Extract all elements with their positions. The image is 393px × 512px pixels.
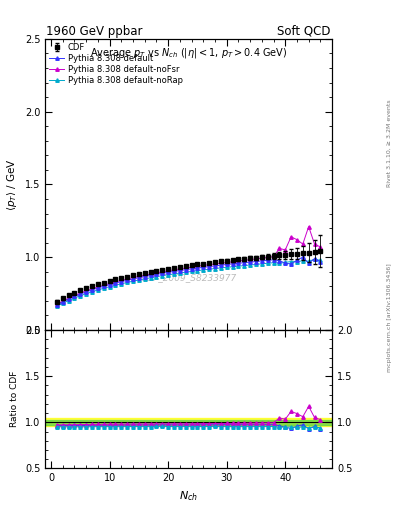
Bar (45, 420, 332, 424)
X-axis label: $N_{ch}$: $N_{ch}$ (179, 489, 198, 503)
Text: Soft QCD: Soft QCD (277, 25, 331, 37)
Text: Rivet 3.1.10, ≥ 3.2M events: Rivet 3.1.10, ≥ 3.2M events (387, 99, 392, 187)
Y-axis label: Ratio to CDF: Ratio to CDF (10, 371, 19, 428)
Bar (45, 418, 332, 426)
Y-axis label: $\langle p_T \rangle$ / GeV: $\langle p_T \rangle$ / GeV (5, 158, 19, 211)
Text: CDF_2009_S8233977: CDF_2009_S8233977 (141, 273, 237, 282)
Text: Average $p_T$ vs $N_{ch}$ ($|\eta| < 1$, $p_T > 0.4$ GeV): Average $p_T$ vs $N_{ch}$ ($|\eta| < 1$,… (90, 46, 287, 60)
Text: mcplots.cern.ch [arXiv:1306.3436]: mcplots.cern.ch [arXiv:1306.3436] (387, 263, 392, 372)
Text: 1960 GeV ppbar: 1960 GeV ppbar (46, 25, 143, 37)
Legend: CDF, Pythia 8.308 default, Pythia 8.308 default-noFsr, Pythia 8.308 default-noRa: CDF, Pythia 8.308 default, Pythia 8.308 … (48, 41, 184, 87)
